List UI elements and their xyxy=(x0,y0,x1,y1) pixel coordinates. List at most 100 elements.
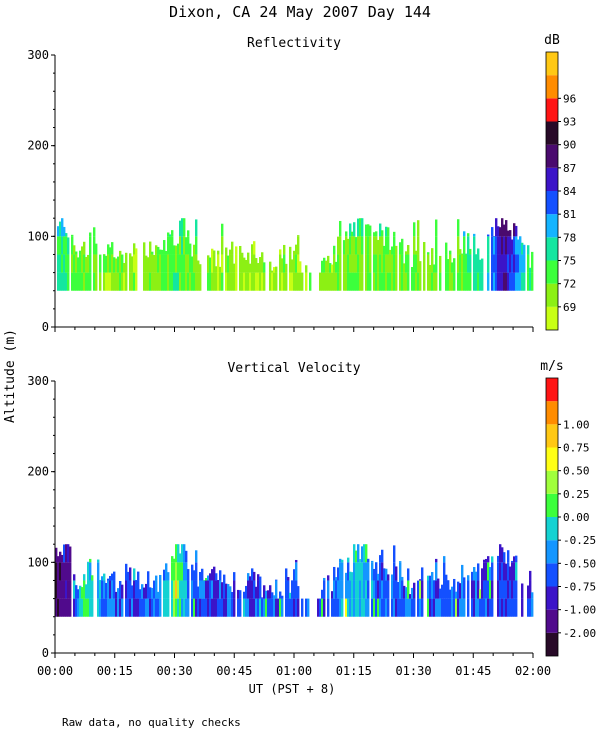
data-cell xyxy=(411,272,414,291)
data-cell xyxy=(327,255,330,273)
data-cell xyxy=(511,562,514,581)
quality-footnote: Raw data, no quality checks xyxy=(62,716,241,729)
data-cell xyxy=(497,598,500,617)
data-cell xyxy=(265,590,268,599)
data-cell xyxy=(491,236,494,255)
data-cell xyxy=(355,237,358,255)
data-cell xyxy=(203,580,206,599)
data-cell xyxy=(365,272,368,291)
data-cell xyxy=(515,580,518,599)
data-cell xyxy=(393,236,396,255)
data-cell xyxy=(357,236,360,255)
x-tick-label: 00:00 xyxy=(37,664,73,678)
data-cell xyxy=(131,598,134,617)
data-cell xyxy=(133,272,136,291)
data-cell xyxy=(121,254,124,273)
data-cell xyxy=(393,254,396,273)
data-cell xyxy=(257,580,260,599)
data-cell xyxy=(283,272,286,291)
data-cell xyxy=(147,257,150,273)
data-cell xyxy=(215,573,218,581)
data-cell xyxy=(471,571,474,581)
data-cell xyxy=(365,224,368,237)
data-cell xyxy=(65,254,68,273)
data-cell xyxy=(363,562,366,581)
data-cell xyxy=(289,246,292,255)
data-cell xyxy=(433,264,436,273)
panel-title-1: Vertical Velocity xyxy=(227,361,360,376)
data-cell xyxy=(135,248,138,255)
data-cell xyxy=(323,272,326,291)
data-cell xyxy=(57,598,60,617)
data-cell xyxy=(483,580,486,599)
data-cell xyxy=(257,598,260,617)
data-cell xyxy=(349,254,352,273)
data-cell xyxy=(529,267,532,273)
data-cell xyxy=(521,598,524,617)
data-cell xyxy=(187,230,190,237)
data-cell xyxy=(479,259,482,273)
data-cell xyxy=(145,272,148,291)
data-cell xyxy=(291,259,294,273)
data-cell xyxy=(471,598,474,617)
data-cell xyxy=(109,272,112,291)
data-cell xyxy=(429,575,432,581)
data-cell xyxy=(179,236,182,255)
data-cell xyxy=(251,244,254,255)
data-cell xyxy=(395,245,398,255)
data-cell xyxy=(105,255,108,273)
data-cell xyxy=(343,272,346,291)
data-cell xyxy=(385,254,388,273)
data-cell xyxy=(137,580,140,599)
data-cell xyxy=(197,272,200,291)
data-cell xyxy=(75,598,78,617)
data-cell xyxy=(239,590,242,599)
data-cell xyxy=(443,598,446,617)
data-cell xyxy=(355,272,358,291)
data-cell xyxy=(375,236,378,255)
data-cell xyxy=(197,598,200,617)
data-cell xyxy=(501,598,504,617)
data-cell xyxy=(291,598,294,617)
data-cell xyxy=(375,231,378,237)
data-cell xyxy=(337,598,340,617)
data-cell xyxy=(261,254,264,273)
data-cell xyxy=(393,562,396,581)
data-cell xyxy=(391,580,394,599)
data-cell xyxy=(439,588,442,599)
data-cell xyxy=(175,272,178,291)
data-cell xyxy=(363,580,366,599)
data-cell xyxy=(513,562,516,581)
data-cell xyxy=(447,272,450,291)
data-cell xyxy=(295,254,298,273)
data-cell xyxy=(263,262,266,273)
data-cell xyxy=(507,230,510,237)
data-cell xyxy=(467,580,470,599)
data-cell xyxy=(183,562,186,581)
data-cell xyxy=(491,562,494,581)
data-cell xyxy=(101,576,104,581)
data-cell xyxy=(479,598,482,617)
data-cell xyxy=(171,580,174,599)
data-cell xyxy=(359,254,362,273)
data-cell xyxy=(63,544,66,563)
data-cell xyxy=(445,242,448,255)
data-cell xyxy=(293,250,296,255)
data-cell xyxy=(441,598,444,617)
data-cell xyxy=(503,580,506,599)
data-cell xyxy=(361,598,364,617)
data-cell xyxy=(481,258,484,273)
data-cell xyxy=(75,254,78,273)
data-cell xyxy=(445,574,448,581)
data-cell xyxy=(481,598,484,617)
data-cell xyxy=(379,272,382,291)
data-cell xyxy=(373,598,376,617)
data-cell xyxy=(187,569,190,581)
colorbar-tick-label: 81 xyxy=(563,208,576,221)
data-cell xyxy=(165,254,168,273)
data-cell xyxy=(409,598,412,617)
data-cell xyxy=(393,272,396,291)
data-cell xyxy=(467,254,470,273)
data-cell xyxy=(449,589,452,599)
data-cell xyxy=(219,272,222,291)
